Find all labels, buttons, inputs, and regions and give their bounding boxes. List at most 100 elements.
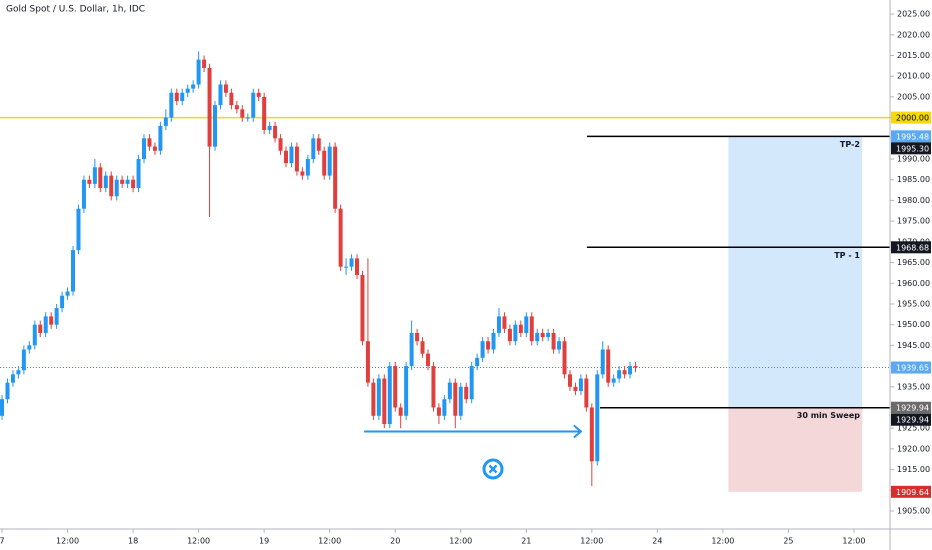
- y-tick-label: 1990.00: [897, 155, 930, 164]
- candle-body: [38, 324, 43, 333]
- candle-body: [398, 407, 403, 416]
- candle-body: [229, 92, 234, 106]
- candle-body: [425, 353, 430, 367]
- price-label-box: [891, 130, 931, 143]
- candles: [0, 51, 638, 487]
- lines: TP-2 TP - 1 30 min Sweep: [0, 116, 890, 439]
- y-tick-label: 1905.00: [897, 507, 930, 516]
- level-label: 30 min Sweep: [797, 411, 860, 420]
- candle-body: [360, 274, 365, 342]
- candle-body: [529, 316, 534, 342]
- candle-body: [262, 96, 267, 131]
- x-tick-label: 19: [259, 537, 269, 546]
- y-tick-label: 1950.00: [897, 320, 930, 329]
- candle-body: [333, 146, 338, 209]
- price-label-box: [891, 241, 931, 254]
- candle-body: [300, 171, 305, 176]
- price-label: 1995.48: [896, 132, 929, 141]
- candle-body: [294, 146, 299, 172]
- candle-body: [316, 138, 321, 151]
- candle-body: [557, 341, 562, 350]
- x-tick-label: 12:00: [56, 537, 79, 546]
- candle-body: [207, 67, 212, 147]
- candle-body: [311, 138, 316, 160]
- candle-body: [10, 374, 15, 383]
- y-tick-label: 1975.00: [897, 217, 930, 226]
- candle-body: [464, 386, 469, 400]
- candle-body: [305, 159, 310, 176]
- y-tick-label: 2015.00: [897, 51, 930, 60]
- candle-body: [491, 332, 496, 350]
- boxes: [728, 136, 863, 492]
- candle-body: [458, 386, 463, 416]
- candle-body: [344, 266, 349, 268]
- candle-body: [546, 332, 551, 338]
- candle-body: [251, 92, 256, 118]
- candle-body: [338, 208, 343, 267]
- x-tick-label: 24: [652, 537, 662, 546]
- candle-body: [415, 332, 420, 342]
- candle-body: [393, 366, 398, 408]
- x-tick-label: 12:00: [187, 537, 210, 546]
- candle-body: [447, 382, 452, 400]
- position-box: [728, 136, 863, 408]
- x-tick-label: 12:00: [318, 537, 341, 546]
- candle-body: [431, 366, 436, 408]
- candle-body: [180, 92, 185, 102]
- y-tick-label: 1960.00: [897, 279, 930, 288]
- x-tick-label: 7: [0, 537, 5, 546]
- candle-body: [278, 138, 283, 151]
- candle-body: [223, 84, 228, 93]
- price-label-box: [891, 401, 931, 414]
- candle-body: [289, 146, 294, 164]
- y-tick-label: 1925.00: [897, 424, 930, 433]
- candle-body: [480, 341, 485, 358]
- level-label: TP - 1: [834, 251, 860, 260]
- candle-body: [486, 341, 491, 350]
- candle-body: [589, 407, 594, 462]
- y-tick-label: 1945.00: [897, 341, 930, 350]
- candle-body: [535, 332, 540, 342]
- y-tick-label: 1965.00: [897, 258, 930, 267]
- candle-body: [0, 399, 5, 416]
- x-tick-label: 12:00: [711, 537, 734, 546]
- price-label-box: [891, 111, 931, 124]
- candle-body: [365, 341, 370, 383]
- y-tick-label: 1935.00: [897, 382, 930, 391]
- x-tick-label: 20: [390, 537, 400, 546]
- candle-body: [567, 374, 572, 387]
- candle-body: [202, 59, 207, 68]
- candle-body: [87, 179, 92, 184]
- candle-body: [21, 349, 26, 371]
- candle-body: [196, 59, 201, 85]
- candle-body: [98, 167, 103, 189]
- candle-body: [152, 146, 157, 151]
- x-tick-label: 25: [783, 537, 793, 546]
- close-icon[interactable]: [482, 458, 504, 480]
- candle-body: [562, 341, 567, 375]
- candle-body: [507, 328, 512, 342]
- candle-body: [453, 382, 458, 416]
- candle-body: [65, 291, 70, 296]
- x-tick-label: 18: [128, 537, 138, 546]
- price-label: 1929.94: [896, 416, 929, 425]
- candle-body: [163, 117, 168, 126]
- y-tick-label: 2010.00: [897, 72, 930, 81]
- level-label: TP-2: [840, 140, 860, 149]
- candle-body: [109, 175, 114, 197]
- icon-cross: [488, 464, 498, 474]
- candle-body: [273, 125, 278, 139]
- candle-body: [633, 366, 638, 368]
- candle-body: [513, 324, 518, 342]
- candle-body: [256, 92, 261, 97]
- candle-body: [191, 84, 196, 89]
- price-label: 1929.94: [896, 404, 929, 413]
- y-tick-label: 1980.00: [897, 196, 930, 205]
- candle-body: [354, 258, 359, 275]
- candle-body: [120, 179, 125, 184]
- x-tick-label: 12:00: [580, 537, 603, 546]
- candle-body: [71, 250, 76, 292]
